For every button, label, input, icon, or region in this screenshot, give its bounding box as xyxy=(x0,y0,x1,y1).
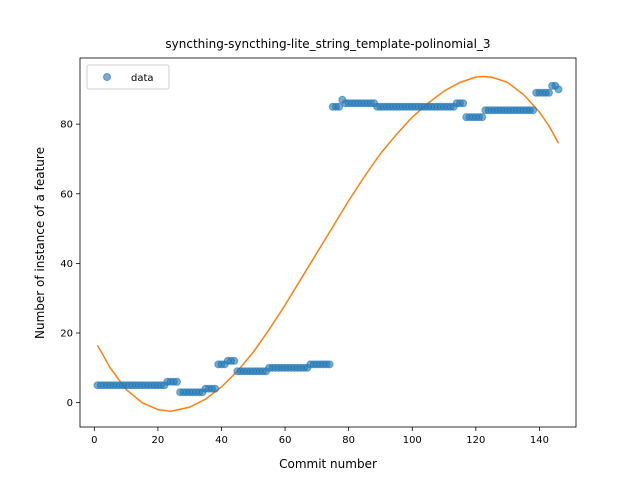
x-tick-label: 0 xyxy=(91,435,97,446)
y-tick-label: 60 xyxy=(60,189,73,200)
x-axis-label: Commit number xyxy=(279,457,377,471)
data-point xyxy=(478,113,487,122)
data-point xyxy=(554,85,563,94)
data-point xyxy=(325,360,334,369)
legend-box xyxy=(86,64,170,90)
y-axis-label: Number of instance of a feature xyxy=(33,147,47,339)
legend-marker xyxy=(103,73,111,81)
x-tick-label: 60 xyxy=(279,435,292,446)
chart-title: syncthing-syncthing-lite_string_template… xyxy=(165,37,490,51)
plot-area xyxy=(93,75,563,413)
y-tick-label: 40 xyxy=(60,259,73,270)
x-tick-label: 120 xyxy=(466,435,485,446)
data-point xyxy=(230,356,239,365)
data-point xyxy=(211,384,220,393)
data-point xyxy=(172,377,181,386)
x-tick-label: 140 xyxy=(530,435,549,446)
x-tick-label: 100 xyxy=(403,435,422,446)
data-point xyxy=(544,88,553,97)
y-tick-label: 0 xyxy=(67,398,73,409)
x-tick-label: 80 xyxy=(342,435,355,446)
data-point xyxy=(335,102,344,111)
plot-frame xyxy=(79,57,577,428)
x-tick-label: 20 xyxy=(152,435,165,446)
fit-curve xyxy=(96,75,560,413)
legend: data xyxy=(86,64,170,90)
y-tick-label: 20 xyxy=(60,329,73,340)
data-point xyxy=(459,99,468,108)
data-point xyxy=(529,106,538,115)
x-tick-label: 40 xyxy=(215,435,228,446)
legend-label: data xyxy=(131,73,154,84)
y-tick-label: 80 xyxy=(60,120,73,131)
